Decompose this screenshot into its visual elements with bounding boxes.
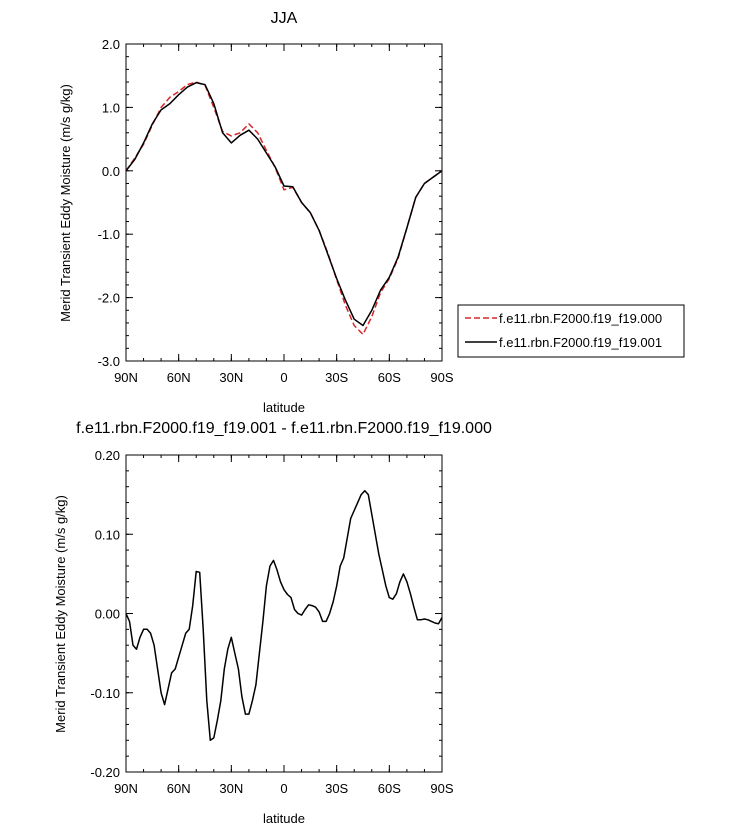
bottom-x-tick-label: 0: [280, 781, 287, 796]
bottom-chart-title: f.e11.rbn.F2000.f19_f19.001 - f.e11.rbn.…: [76, 420, 492, 437]
bottom-x-axis-label: latitude: [263, 811, 305, 826]
top-chart-panel: JJA 90N 60N 30N 0 30S 60S 90S 2.0 1.0 0.0 -1.0 -2.0…: [58, 10, 454, 415]
top-x-tick-label: 0: [280, 370, 287, 385]
top-x-tick-label: 60N: [167, 370, 191, 385]
top-plot-frame: [125, 43, 443, 362]
top-y-tick-label: -2.0: [98, 291, 120, 306]
top-series-line-0: [125, 81, 443, 336]
bottom-y-tick-label: 0.20: [95, 448, 120, 463]
top-y-axis-label: Merid Transient Eddy Moisture (m/s g/kg): [58, 84, 73, 322]
top-y-tick-label: 0.0: [102, 164, 120, 179]
top-x-tick-label: 30S: [325, 370, 348, 385]
top-x-axis-label: latitude: [263, 400, 305, 415]
top-x-tick-label: 90N: [114, 370, 138, 385]
bottom-x-tick-label: 90N: [114, 781, 138, 796]
top-y-tick-label: -1.0: [98, 227, 120, 242]
bottom-series-line-0: [125, 489, 443, 742]
bottom-y-tick-label: 0.00: [95, 607, 120, 622]
bottom-x-tick-label: 30N: [219, 781, 243, 796]
top-x-tick-label: 90S: [430, 370, 453, 385]
bottom-plot-frame: [125, 454, 443, 773]
bottom-y-tick-label: -0.20: [90, 765, 120, 780]
legend-box: [457, 304, 685, 358]
top-x-tick-label: 30N: [219, 370, 243, 385]
bottom-chart-panel: f.e11.rbn.F2000.f19_f19.001 - f.e11.rbn.…: [53, 420, 492, 826]
bottom-y-axis-label: Merid Transient Eddy Moisture (m/s g/kg): [53, 495, 68, 733]
top-y-tick-label: 2.0: [102, 37, 120, 52]
top-y-tick-label: 1.0: [102, 100, 120, 115]
bottom-x-tick-label: 60S: [378, 781, 401, 796]
legend-label-series-001: f.e11.rbn.F2000.f19_f19.001: [499, 335, 662, 350]
bottom-y-tick-label: 0.10: [95, 527, 120, 542]
bottom-x-tick-label: 60N: [167, 781, 191, 796]
bottom-x-tick-label: 30S: [325, 781, 348, 796]
top-series-line-1: [125, 81, 443, 327]
legend-label-series-000: f.e11.rbn.F2000.f19_f19.000: [499, 311, 662, 326]
bottom-x-tick-label: 90S: [430, 781, 453, 796]
top-x-tick-label: 60S: [378, 370, 401, 385]
top-chart-title: JJA: [271, 10, 298, 27]
bottom-y-tick-label: -0.10: [90, 686, 120, 701]
top-y-tick-label: -3.0: [98, 354, 120, 369]
legend: f.e11.rbn.F2000.f19_f19.000 f.e11.rbn.F2…: [457, 304, 685, 358]
